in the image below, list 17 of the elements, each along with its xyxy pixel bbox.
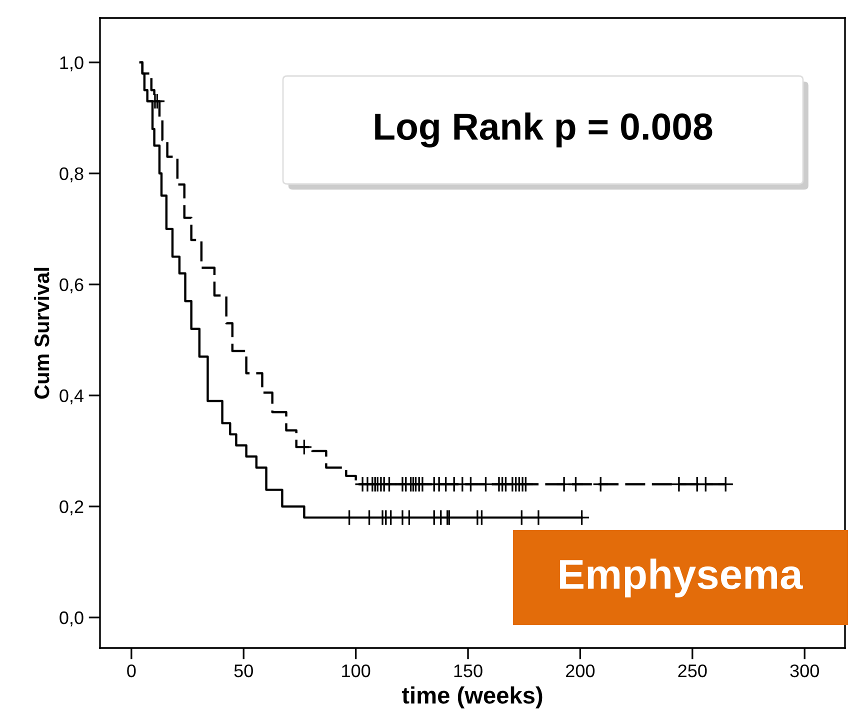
x-tick-label: 150 [454, 664, 482, 678]
annotation: Emphysema [560, 558, 804, 598]
x-tick-label: 0 [127, 664, 136, 678]
x-tick-label: 200 [566, 664, 595, 678]
y-tick-label: 0,4 [60, 389, 84, 404]
x-tick-label: 50 [234, 664, 253, 678]
y-axis-title: Cum Survival [34, 268, 50, 399]
annotation: Log Rank p = 0.008 [375, 112, 712, 148]
y-tick-label: 0,2 [60, 500, 84, 516]
y-tick-label: 1,0 [60, 56, 84, 72]
x-axis-title: time (weeks) [402, 686, 542, 708]
x-tick-label: 250 [678, 664, 707, 678]
y-tick-label: 0,8 [60, 167, 84, 182]
y-tick-label: 0,0 [60, 611, 84, 626]
x-tick-label: 300 [790, 664, 819, 678]
x-tick-label: 100 [342, 664, 370, 678]
y-tick-label: 0,6 [60, 278, 84, 294]
